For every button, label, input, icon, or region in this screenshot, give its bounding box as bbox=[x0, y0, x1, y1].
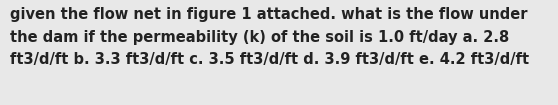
Text: given the flow net in figure 1 attached. what is the flow under
the dam if the p: given the flow net in figure 1 attached.… bbox=[10, 7, 529, 67]
